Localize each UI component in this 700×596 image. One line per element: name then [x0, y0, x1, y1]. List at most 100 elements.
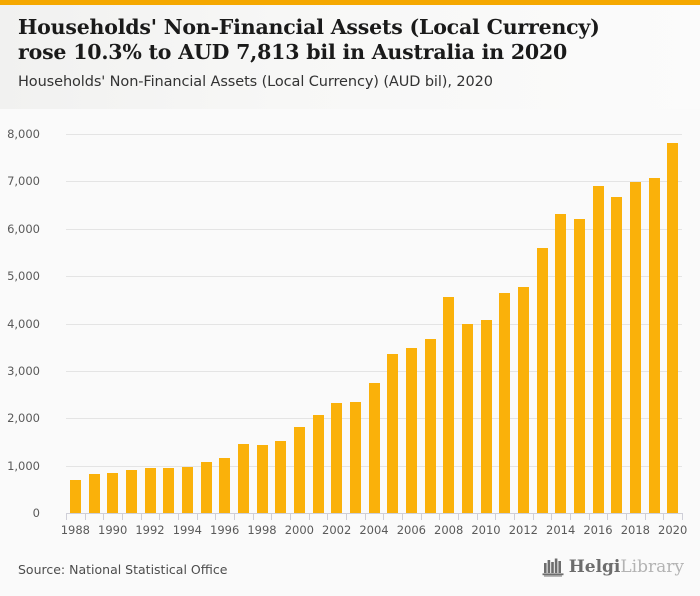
x-axis-tick-label: 2014 [546, 523, 576, 537]
bar-1991[interactable] [125, 470, 137, 513]
bar-2014[interactable] [555, 213, 567, 513]
x-axis-tick-mark [588, 513, 590, 520]
bar-2008[interactable] [443, 297, 455, 513]
bar-1996[interactable] [219, 458, 231, 513]
bar-1988[interactable] [69, 479, 81, 513]
bar-2004[interactable] [368, 382, 380, 513]
plot-area: 0 1,000 2,000 3,000 4,000 5,000 6,000 7,000 8,00… [7, 127, 682, 520]
bar-slot [178, 134, 197, 513]
bar-2007[interactable] [424, 339, 436, 513]
x-axis-tick-mark [682, 513, 683, 520]
bar-slot [570, 134, 589, 513]
bar-2006[interactable] [405, 347, 417, 513]
x-axis-tick-label: 1994 [172, 523, 202, 537]
y-axis-tick-label: 4,000 [7, 316, 40, 331]
bar-slot [607, 134, 626, 513]
x-axis-tick-label: 1996 [210, 523, 240, 537]
x-axis-tick-label: 2016 [583, 523, 613, 537]
x-axis-tick-mark [290, 513, 291, 520]
bar-slot [215, 134, 234, 513]
x-axis-tick-label: 1988 [60, 523, 90, 537]
x-axis-tick-mark [234, 513, 235, 520]
x-axis-tick-label: 1990 [98, 523, 128, 537]
bar-series [66, 134, 682, 513]
x-axis-tick-mark [420, 513, 422, 520]
x-axis-tick-mark [252, 513, 254, 520]
bar-1989[interactable] [88, 474, 100, 513]
y-axis-tick-label: 8,000 [7, 127, 40, 141]
bar-2018[interactable] [629, 181, 641, 513]
bar-2010[interactable] [480, 319, 492, 513]
bar-slot [85, 134, 104, 513]
x-axis-tick-label: 2008 [434, 523, 464, 537]
x-axis-tick-mark [66, 513, 67, 520]
y-axis-tick-label: 6,000 [7, 221, 40, 236]
chart-subtitle: Households' Non-Financial Assets (Local … [18, 74, 493, 90]
x-axis-tick-mark [122, 513, 123, 520]
x-axis-tick-label: 2000 [284, 523, 314, 537]
x-axis-tick-mark [308, 513, 310, 520]
x-axis-tick-label: 2010 [471, 523, 501, 537]
bar-1998[interactable] [256, 445, 268, 513]
bar-slot [365, 134, 384, 513]
x-axis: 1988 1990 1992 1994 1996 1998 2000 2002 2004 2006… [61, 513, 687, 545]
gridline-4000 [66, 323, 682, 325]
x-axis-tick-mark [402, 513, 403, 520]
bar-slot [421, 134, 440, 513]
bar-1992[interactable] [144, 468, 156, 513]
x-axis-tick-mark [514, 513, 515, 520]
y-axis-tick-label: 2,000 [7, 411, 40, 426]
bar-2002[interactable] [331, 403, 343, 513]
x-axis-tick-mark [159, 513, 161, 520]
bar-1994[interactable] [181, 466, 193, 513]
page-title: Households' Non-Financial Assets (Local … [18, 15, 600, 64]
top-accent-bar [0, 0, 700, 5]
x-axis-tick-label: 2002 [322, 523, 352, 537]
helgi-library-logo[interactable]: HelgiLibrary [542, 557, 684, 577]
source-label: Source: National Statistical Office [18, 562, 228, 577]
bar-2011[interactable] [499, 293, 511, 513]
x-axis-tick-label: 2018 [620, 523, 650, 537]
bar-building-icon [542, 558, 564, 577]
gridline-8000 [66, 134, 682, 135]
bar-1993[interactable] [163, 467, 175, 513]
gridline-6000 [66, 228, 682, 230]
bar-slot [271, 134, 290, 513]
bar-2001[interactable] [312, 414, 324, 513]
bar-slot [477, 134, 496, 513]
bar-2009[interactable] [461, 323, 473, 513]
y-axis-tick-label: 7,000 [7, 174, 40, 189]
bar-2003[interactable] [349, 401, 361, 513]
bar-slot [514, 134, 533, 513]
bar-2019[interactable] [648, 178, 660, 513]
x-axis-tick-mark [495, 513, 497, 520]
x-axis-tick-mark [327, 513, 329, 520]
bar-2000[interactable] [293, 427, 305, 513]
bar-slot [626, 134, 645, 513]
bar-slot [253, 134, 272, 513]
bar-slot [589, 134, 608, 513]
bar-2012[interactable] [517, 286, 529, 513]
gridline-5000 [66, 276, 682, 278]
bar-2005[interactable] [387, 353, 399, 513]
x-axis-tick-mark [570, 513, 571, 520]
bar-1990[interactable] [107, 473, 119, 513]
x-axis-tick-label: 2004 [359, 523, 389, 537]
bar-slot [346, 134, 365, 513]
bar-slot [664, 134, 683, 513]
x-axis-tick-mark [196, 513, 198, 520]
bar-2013[interactable] [536, 247, 548, 513]
bar-slot [159, 134, 178, 513]
bar-2017[interactable] [611, 197, 623, 513]
x-axis-tick-mark [271, 513, 273, 520]
bar-2015[interactable] [573, 218, 585, 513]
bar-slot [383, 134, 402, 513]
bar-2020[interactable] [667, 143, 679, 513]
bar-1999[interactable] [275, 440, 287, 513]
bar-1997[interactable] [237, 444, 249, 513]
bar-slot [402, 134, 421, 513]
bar-1995[interactable] [200, 461, 212, 513]
bar-2016[interactable] [592, 186, 604, 513]
x-axis-tick-mark [551, 513, 553, 520]
